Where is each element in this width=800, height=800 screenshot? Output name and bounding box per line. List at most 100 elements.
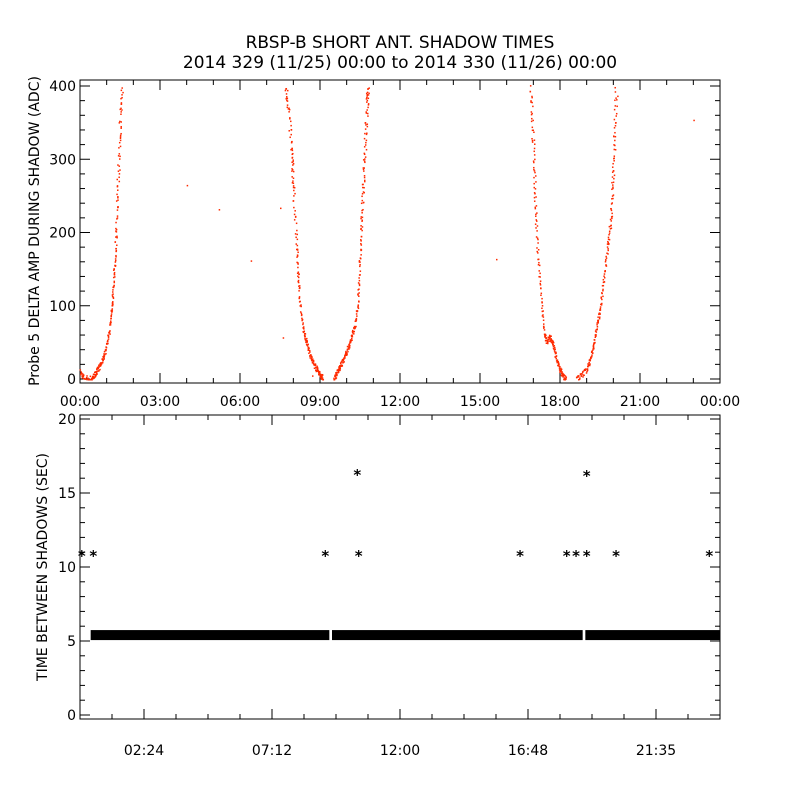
data-point [88,378,91,381]
data-point [361,216,364,219]
data-point [538,264,541,267]
data-point [335,371,338,374]
bottom-y-axis-label: TIME BETWEEN SHADOWS (SEC) [35,453,51,682]
data-point [595,329,598,331]
data-point [581,371,584,374]
data-point [112,301,114,303]
data-point [113,285,115,288]
data-point [597,320,599,323]
data-point [536,250,538,253]
data-point [116,193,118,196]
data-point [311,359,313,362]
data-point [591,354,593,356]
data-point [298,287,301,290]
data-point [351,335,354,338]
data-point [595,333,597,336]
data-point [535,213,537,216]
data-point [116,209,119,211]
data-point [359,274,361,276]
data-point [116,185,119,187]
asterisk-point: * [516,547,524,565]
data-point [602,278,605,281]
data-point [89,375,92,378]
data-point [320,375,323,378]
data-point [584,369,587,371]
data-point [311,356,313,358]
data-point [364,158,366,160]
data-point [533,176,535,179]
data-point [367,103,370,105]
data-point [291,181,294,184]
data-point [539,272,541,275]
data-point [609,218,612,221]
data-point [302,326,305,328]
asterisk-point: * [705,547,713,565]
data-point [116,244,118,247]
data-point [361,219,364,222]
data-point [307,343,309,346]
data-point [535,236,538,238]
data-point [341,364,344,367]
data-point [604,260,607,263]
data-point [103,356,105,359]
data-point [361,212,363,214]
data-point [604,270,606,272]
data-point [596,328,598,331]
data-point [290,148,292,151]
data-point [366,96,368,99]
data-point [496,258,498,261]
data-point [115,250,118,252]
data-point [107,338,110,340]
data-point [294,233,297,235]
data-point [292,180,294,182]
data-point [615,122,617,124]
data-point [361,195,363,198]
data-point [115,230,117,232]
data-point [120,102,123,104]
data-point [112,289,114,291]
data-point [364,144,367,146]
data-point [541,297,543,300]
data-point [111,305,113,307]
data-point [612,162,614,165]
data-point [313,364,316,366]
data-point [288,111,290,113]
data-point [353,333,355,335]
data-point [615,97,617,99]
data-point [562,376,564,378]
data-point [580,375,583,377]
data-point [608,243,610,245]
data-point [613,177,615,180]
data-point [339,369,341,372]
data-point [335,377,338,379]
data-point [587,363,589,365]
data-point [531,95,533,98]
asterisk-point: * [353,466,361,484]
data-point [358,284,361,287]
data-point [112,303,114,306]
data-point [361,229,363,232]
data-point [364,179,366,182]
data-point [357,304,360,306]
data-point [585,372,588,374]
data-point [91,377,94,380]
data-point [337,371,340,373]
data-point [531,126,534,129]
data-point [339,366,341,368]
data-point [542,310,544,312]
data-point [338,368,340,371]
data-point [549,336,551,338]
data-point [110,315,112,318]
data-point [590,357,592,359]
data-point [118,147,120,149]
data-point [346,349,349,351]
data-point [301,317,303,320]
data-point [113,284,115,287]
data-point [541,301,543,303]
data-point [559,369,561,371]
data-point [537,248,540,251]
data-point [103,353,105,355]
data-point [316,367,319,370]
data-point [586,369,589,372]
data-point [338,366,340,368]
